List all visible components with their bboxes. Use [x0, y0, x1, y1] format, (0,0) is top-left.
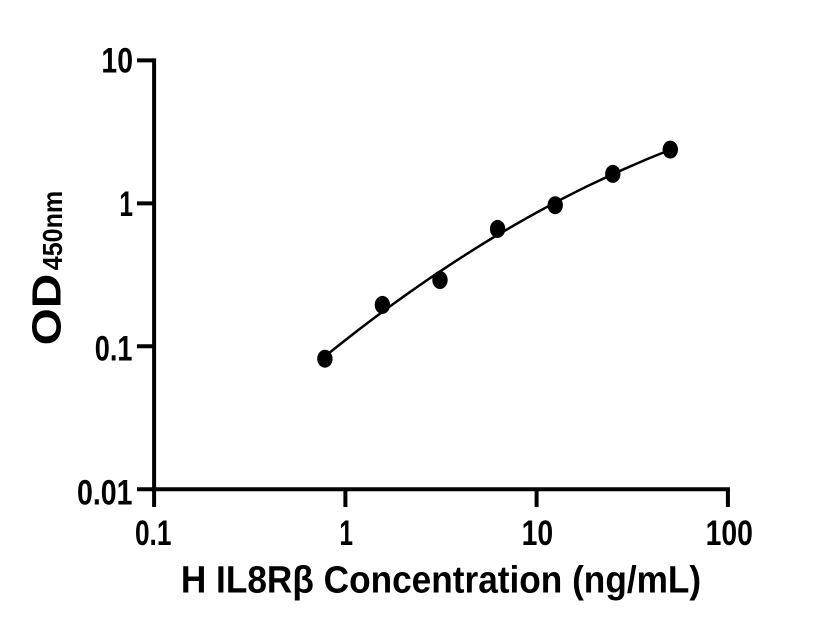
svg-text:1: 1	[119, 186, 133, 224]
svg-text:0.1: 0.1	[95, 329, 133, 368]
svg-text:10: 10	[522, 513, 554, 553]
svg-text:OD: OD	[24, 274, 69, 346]
svg-text:10: 10	[101, 41, 133, 81]
svg-text:H IL8Rβ Concentration (ng/mL): H IL8Rβ Concentration (ng/mL)	[181, 558, 701, 601]
svg-text:0.01: 0.01	[77, 473, 132, 512]
svg-text:0.1: 0.1	[135, 514, 171, 554]
svg-text:450nm: 450nm	[37, 191, 69, 270]
svg-text:100: 100	[706, 513, 753, 553]
svg-text:1: 1	[339, 515, 353, 553]
